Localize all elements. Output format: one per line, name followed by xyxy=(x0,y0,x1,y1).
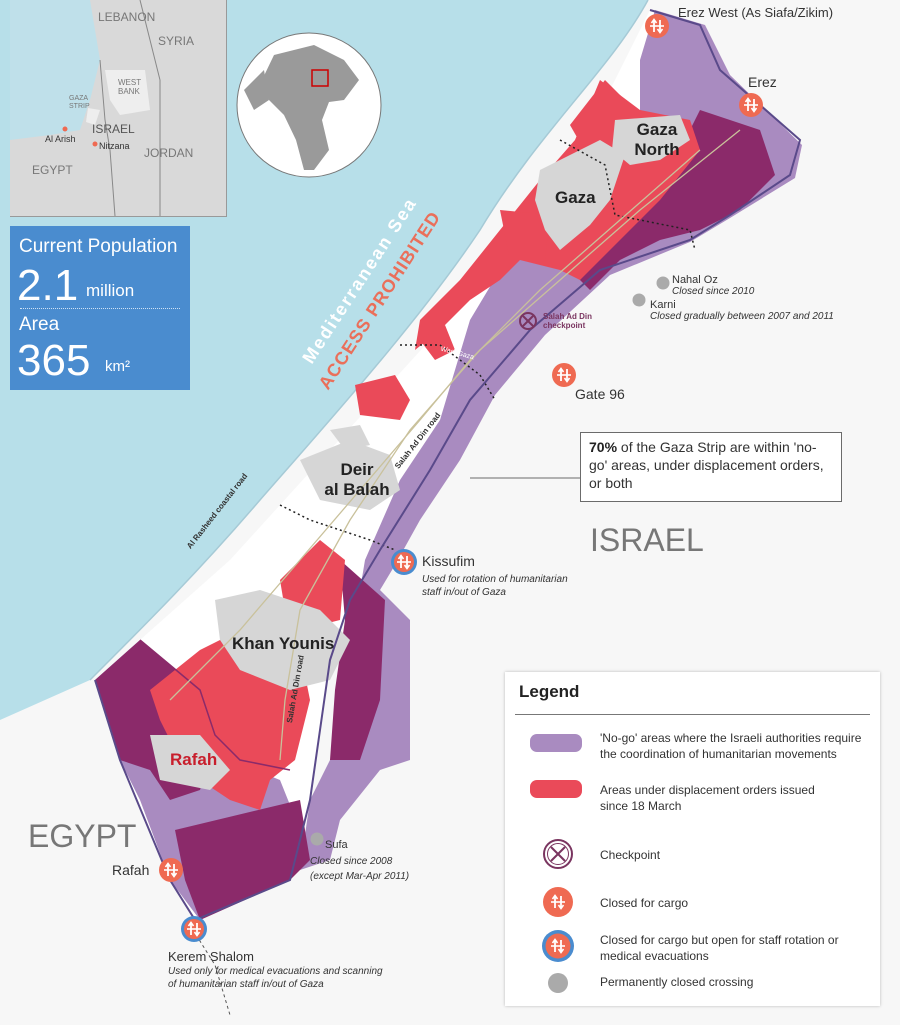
crossing-rafah-label: Rafah xyxy=(112,862,150,878)
inset-label-gaza: GAZA STRIP xyxy=(69,95,90,110)
gov-khan-younis: Khan Younis xyxy=(232,634,335,653)
globe-locator xyxy=(236,32,382,178)
stat-box: Current Population 2.1 million Area 365 … xyxy=(10,226,190,390)
crossing-kissufim-label: Kissufim xyxy=(422,553,475,569)
checkpoint-label: Salah Ad Din checkpoint xyxy=(543,312,593,330)
inset-label-israel: ISRAEL xyxy=(92,122,135,136)
stat-divider xyxy=(20,308,180,309)
crossing-karni-icon[interactable] xyxy=(632,293,646,307)
inset-label-egypt: EGYPT xyxy=(32,163,73,177)
country-israel: ISRAEL xyxy=(590,522,704,558)
callout-percent: 70% xyxy=(589,439,618,455)
crossing-kerem-shalom-label: Kerem Shalom xyxy=(168,949,254,964)
crossing-gate-96-label: Gate 96 xyxy=(575,386,625,402)
legend-closed-cargo-label: Closed for cargo xyxy=(600,896,689,910)
urban-gaza xyxy=(535,140,625,250)
displacement-swatch xyxy=(530,780,582,798)
crossing-nahal-oz-note: Closed since 2010 xyxy=(672,286,755,297)
inset-label-west-bank: WEST BANK xyxy=(118,78,142,96)
closed-cargo-icon xyxy=(543,887,573,917)
inset-label-jordan: JORDAN xyxy=(144,146,194,160)
population-label: Current Population xyxy=(19,236,178,257)
inset-town-al-arish: Al Arish xyxy=(45,134,76,144)
area-label: Area xyxy=(19,314,60,335)
legend-checkpoint-label: Checkpoint xyxy=(600,848,661,862)
gov-deir-al-balah: Deir al Balah xyxy=(324,460,390,499)
crossing-nahal-oz-label: Nahal Oz xyxy=(672,274,718,286)
legend-permanently-closed-label: Permanently closed crossing xyxy=(600,975,754,989)
overlap-area xyxy=(575,110,775,290)
crossing-kerem-shalom-note: Used only for medical evacuations and sc… xyxy=(168,966,383,990)
area-value: 365 xyxy=(17,336,91,385)
crossing-karni-label: Karni xyxy=(650,299,676,311)
area-unit: km² xyxy=(105,358,130,375)
gov-gaza-north: Gaza North xyxy=(634,120,680,159)
population-unit: million xyxy=(86,281,135,300)
inset-label-lebanon: LEBANON xyxy=(98,10,156,24)
crossing-sufa-icon[interactable] xyxy=(310,832,324,846)
crossing-erez-label: Erez xyxy=(748,74,777,90)
globe-focus-marker xyxy=(311,69,329,87)
permanently-closed-icon xyxy=(548,973,568,993)
crossing-kissufim-icon[interactable] xyxy=(390,548,418,576)
crossing-erez-icon[interactable] xyxy=(738,92,764,118)
inset-town-nitzana: Nitzana xyxy=(99,141,130,151)
legend-closed-open-staff-label: Closed for cargo but open for staff rota… xyxy=(600,933,839,963)
crossing-rafah-icon[interactable] xyxy=(158,857,184,883)
no-go-callout: 70% of the Gaza Strip are within 'no-go'… xyxy=(580,432,842,502)
closed-cargo-open-staff-icon xyxy=(542,930,574,962)
legend: Legend 'No-go' areas where the Israeli a… xyxy=(505,672,880,1006)
inset-map: LEBANON SYRIA WEST BANK GAZA STRIP ISRAE… xyxy=(10,0,227,217)
crossing-gate-96-icon[interactable] xyxy=(551,362,577,388)
callout-text: of the Gaza Strip are within 'no-go' are… xyxy=(589,439,824,491)
checkpoint-icon xyxy=(519,312,537,330)
crossing-karni-note: Closed gradually between 2007 and 2011 xyxy=(650,311,834,322)
legend-divider xyxy=(515,714,870,715)
no-go-swatch xyxy=(530,734,582,752)
population-value: 2.1 xyxy=(17,261,79,310)
checkpoint-legend-icon xyxy=(543,839,573,869)
crossing-sufa-note: Closed since 2008 (except Mar-Apr 2011) xyxy=(310,856,410,882)
legend-displacement-label: Areas under displacement orders issued s… xyxy=(600,783,815,813)
crossing-kissufim-note: Used for rotation of humanitarian staff … xyxy=(422,574,568,598)
inset-label-syria: SYRIA xyxy=(158,34,195,48)
crossing-nahal-oz-icon[interactable] xyxy=(656,276,670,290)
gov-rafah: Rafah xyxy=(170,750,218,769)
crossing-kerem-shalom-icon[interactable] xyxy=(180,915,208,943)
crossing-erez-west-label: Erez West (As Siafa/Zikim) xyxy=(678,5,834,20)
gov-gaza: Gaza xyxy=(555,188,596,207)
legend-title: Legend xyxy=(519,682,580,701)
crossing-sufa-label: Sufa xyxy=(325,839,348,851)
crossing-erez-west-icon[interactable] xyxy=(644,13,670,39)
legend-no-go-label: 'No-go' areas where the Israeli authorit… xyxy=(600,731,862,761)
country-egypt: EGYPT xyxy=(28,818,137,854)
